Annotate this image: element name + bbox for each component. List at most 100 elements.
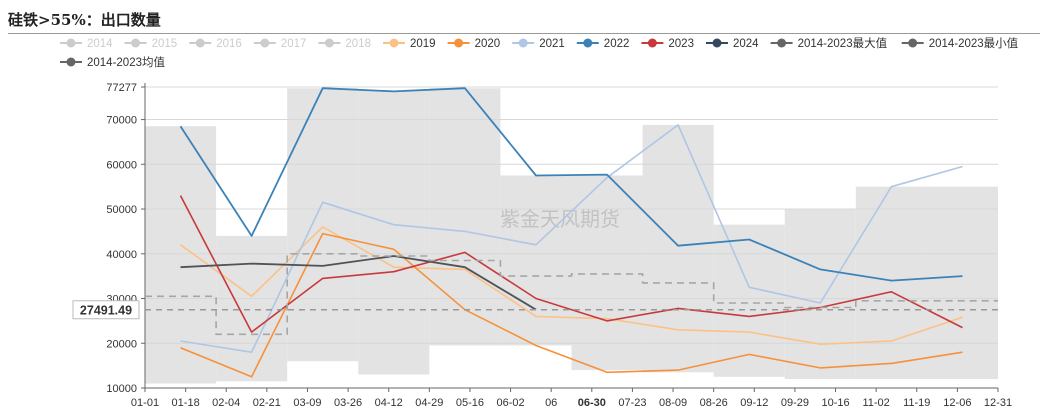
legend-item-2023[interactable]: 2023 [641, 38, 694, 50]
range-band-box [571, 175, 643, 371]
legend-marker [777, 38, 787, 48]
legend-label: 2019 [410, 38, 436, 50]
y-tick-label: 20000 [106, 338, 137, 350]
x-tick-label: 03-09 [293, 397, 321, 409]
range-band-box [784, 209, 856, 380]
axes: 1000020000300004000050000600007000077277… [106, 82, 1012, 409]
legend-marker [324, 38, 334, 48]
y-tick-label: 77277 [106, 82, 137, 94]
x-tick-label: 11-19 [903, 397, 930, 409]
range-band-box [500, 175, 572, 346]
legend-label: 2023 [668, 38, 694, 50]
legend-label: 2024 [733, 38, 759, 50]
range-band-box [429, 88, 501, 346]
legend-label: 2020 [475, 38, 501, 50]
legend-marker [66, 38, 76, 48]
x-tick-label: 02-21 [253, 397, 281, 409]
y-tick-label: 40000 [106, 249, 137, 261]
legend-item-2017[interactable]: 2017 [253, 38, 307, 50]
legend-item-2014-2023最小值[interactable]: 2014-2023最小值 [901, 37, 1019, 50]
legend-label: 2021 [539, 38, 565, 50]
range-band-box [642, 124, 714, 373]
x-tick-label: 12-31 [984, 397, 1012, 409]
x-tick-label: 07-23 [618, 397, 646, 409]
range-band-box [145, 126, 217, 384]
range-band-box [358, 90, 430, 375]
x-tick-label: 05-16 [456, 397, 484, 409]
range-band-box [287, 88, 359, 362]
series-2014-2023均值 [145, 253, 998, 336]
legend-item-2021[interactable]: 2021 [512, 38, 565, 50]
legend-label: 2014 [87, 38, 113, 50]
page-title: 硅铁>55%：出口数量 [8, 11, 161, 29]
legend-label: 2015 [152, 38, 178, 50]
title-divider [8, 33, 1040, 34]
x-tick-label: 08-09 [659, 397, 687, 409]
range-band [145, 88, 998, 384]
x-tick-label: 04-29 [415, 397, 443, 409]
x-tick-label: 01-01 [131, 397, 159, 409]
x-tick-label: 12-06 [943, 397, 971, 409]
y-tick-label: 60000 [106, 159, 137, 171]
crosshair: 27491.49 [72, 300, 998, 320]
legend-item-2014[interactable]: 2014 [60, 38, 113, 50]
y-tick-label: 10000 [106, 383, 137, 395]
legend-label: 2018 [345, 38, 371, 50]
range-band-box [216, 235, 288, 382]
legend-marker [908, 38, 918, 48]
x-tick-label: 02-04 [212, 397, 240, 409]
legend-item-2022[interactable]: 2022 [576, 38, 630, 50]
range-band-box [855, 186, 927, 380]
x-tick-label: 06-02 [497, 397, 525, 409]
x-tick-label: 06-30 [578, 397, 606, 409]
legend-marker [518, 38, 528, 48]
legend-marker [647, 38, 657, 48]
legend-marker [389, 38, 399, 48]
legend-label: 2014-2023最大值 [798, 36, 888, 50]
x-tick-label: 09-12 [740, 397, 768, 409]
legend-label: 2014-2023均值 [87, 56, 165, 69]
legend-item-2018[interactable]: 2018 [318, 38, 371, 50]
y-tick-label: 50000 [106, 204, 137, 216]
legend-marker [131, 38, 141, 48]
x-tick-label: 09-29 [781, 397, 809, 409]
x-tick-label: 11-02 [862, 397, 889, 409]
series-2024 [180, 255, 537, 311]
series-2022 [179, 87, 963, 282]
x-tick-label: 04-12 [375, 397, 403, 409]
legend-item-2020[interactable]: 2020 [447, 38, 501, 50]
watermark: 紫金天风期货 [500, 207, 620, 231]
legend-item-2019[interactable]: 2019 [383, 38, 436, 50]
legend-item-2014-2023均值[interactable]: 2014-2023均值 [60, 56, 165, 69]
legend-marker [583, 38, 593, 48]
x-tick-label: 03-26 [334, 397, 362, 409]
legend-item-2024[interactable]: 2024 [706, 38, 759, 50]
legend-marker [195, 38, 205, 48]
legend-label: 2014-2023最小值 [929, 37, 1019, 50]
range-band-box [926, 186, 998, 380]
x-tick-label: 08-26 [700, 397, 728, 409]
series-2020 [180, 232, 963, 378]
series-2021 [180, 124, 963, 354]
legend-marker [66, 57, 76, 67]
x-tick-label: 10-16 [821, 397, 849, 409]
legend-marker [260, 38, 270, 48]
y-tick-label: 70000 [106, 115, 137, 127]
legend-label: 2016 [216, 38, 242, 50]
series-2023 [179, 195, 963, 333]
x-tick-label: 06 [545, 397, 557, 409]
legend-item-2015[interactable]: 2015 [124, 38, 178, 50]
legend-marker [454, 38, 464, 48]
crosshair-value: 27491.49 [80, 304, 132, 318]
crosshair-value-box [72, 300, 140, 320]
legend-marker [712, 38, 722, 48]
x-tick-label: 01-18 [172, 397, 200, 409]
legend-item-2014-2023最大值[interactable]: 2014-2023最大值 [770, 36, 888, 50]
legend[interactable]: 2014 2015 2016 2017 2018 2019 2020 2021 2022 2023… [60, 36, 1019, 69]
series-lines [145, 87, 998, 378]
legend-label: 2022 [604, 38, 630, 50]
legend-label: 2017 [281, 38, 307, 50]
series-2019 [180, 226, 963, 346]
legend-item-2016[interactable]: 2016 [189, 38, 242, 50]
